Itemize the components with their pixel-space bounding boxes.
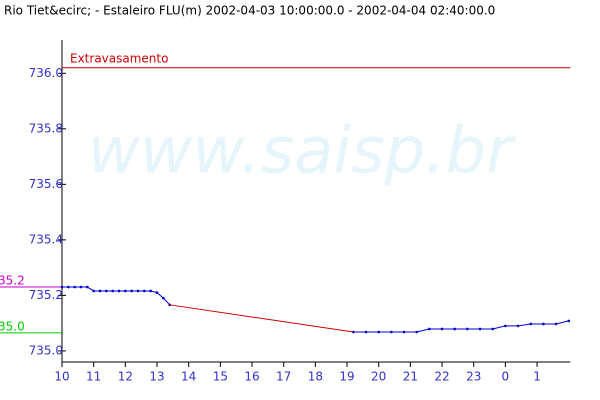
data-point: [162, 296, 165, 300]
x-tick-label: 0: [502, 370, 510, 384]
x-tick-label: 17: [276, 370, 291, 384]
y-tick-label: 735.0: [29, 343, 63, 357]
y-tick-label: 735.4: [29, 232, 63, 246]
x-tick-label: 14: [181, 370, 196, 384]
x-tick-label: 11: [86, 370, 101, 384]
data-point: [428, 327, 431, 331]
data-point: [86, 285, 89, 289]
data-point: [155, 291, 159, 294]
data-point: [491, 327, 495, 331]
data-point: [105, 289, 108, 293]
data-point: [143, 289, 146, 293]
y-tick-label: 736.0: [29, 66, 63, 80]
data-point: [149, 289, 152, 293]
x-tick-label: 21: [403, 370, 418, 384]
x-tick-label: 12: [118, 370, 133, 384]
data-point: [478, 327, 482, 331]
data-point: [98, 289, 102, 293]
data-point: [402, 330, 406, 334]
data-point: [440, 327, 444, 331]
data-point: [73, 285, 76, 289]
data-point: [516, 324, 520, 328]
reference-label: 35.0: [0, 319, 25, 333]
data-point: [117, 289, 121, 293]
series-line: [169, 304, 354, 333]
y-tick-label: 735.2: [29, 288, 63, 302]
reference-label: Extravasamento: [70, 51, 168, 65]
data-point: [92, 289, 95, 293]
data-point: [453, 327, 457, 331]
x-tick-label: 22: [434, 370, 449, 384]
data-point: [60, 285, 64, 289]
y-tick-label: 735.6: [29, 177, 63, 191]
data-point: [124, 289, 127, 293]
data-point: [136, 289, 140, 293]
x-tick-label: 16: [244, 370, 259, 384]
data-point: [364, 330, 368, 334]
reference-label: 35.2: [0, 274, 25, 288]
x-tick-label: 15: [213, 370, 228, 384]
series-line: [62, 286, 569, 333]
data-point: [567, 319, 571, 323]
data-point: [504, 324, 507, 328]
data-point: [542, 322, 545, 326]
watermark: www.saisp.br: [88, 115, 517, 189]
y-tick-label: 735.8: [29, 121, 63, 135]
x-tick-label: 13: [149, 370, 164, 384]
data-point: [529, 322, 533, 326]
data-point: [554, 322, 558, 326]
data-point: [67, 285, 70, 289]
x-tick-label: 1: [533, 370, 541, 384]
data-point: [415, 330, 419, 334]
x-tick-label: 18: [308, 370, 323, 384]
chart-title: Rio Tiet&ecirc; - Estaleiro FLU(m) 2002-…: [4, 4, 495, 18]
x-tick-label: 23: [466, 370, 481, 384]
x-tick-label: 19: [339, 370, 354, 384]
x-tick-label: 10: [54, 370, 69, 384]
data-point: [390, 330, 393, 334]
x-tick-label: 20: [371, 370, 386, 384]
data-point: [377, 330, 381, 334]
data-point: [111, 289, 114, 293]
data-point: [79, 285, 83, 289]
data-point: [130, 289, 133, 293]
data-point: [466, 327, 469, 331]
